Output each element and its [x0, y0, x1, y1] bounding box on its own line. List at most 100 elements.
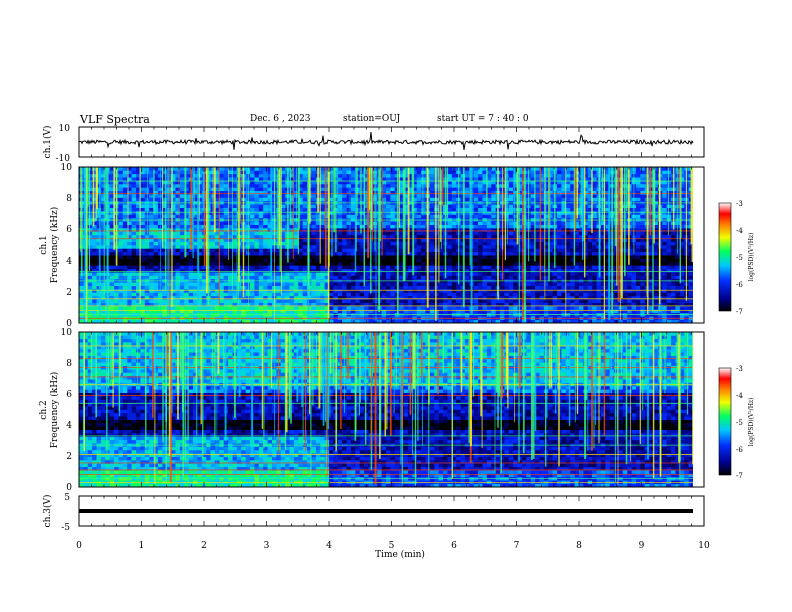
spectrogram-cell [311, 234, 317, 239]
spectrogram-cell [543, 221, 549, 225]
spectrogram-cell [250, 238, 255, 242]
spectrogram-cell [245, 295, 251, 300]
spectrogram-cell [631, 265, 637, 270]
spectrogram-cell [359, 268, 365, 273]
spectrogram-cell [87, 251, 93, 256]
spectrogram-cell [131, 268, 137, 273]
spectrogram-cell [289, 241, 295, 246]
spectrogram-cell [399, 234, 404, 239]
spectrogram-cell [298, 275, 303, 280]
spectrogram-cell [407, 228, 413, 232]
spectrogram-cell [412, 285, 417, 290]
spectrogram-cell [574, 272, 580, 276]
spectrogram-cell [666, 282, 672, 286]
spectrogram-cell [149, 302, 154, 307]
spectrogram-cell [513, 214, 518, 219]
spectrogram-cell [504, 295, 510, 300]
spectrogram-cell [482, 248, 488, 253]
spectrogram-cell [583, 299, 589, 303]
spectrogram-cell [513, 248, 518, 253]
spectrogram-cell [320, 207, 325, 212]
spectrogram-cell [640, 231, 646, 236]
spectrogram-cell [100, 309, 106, 314]
spectrogram-cell [403, 221, 409, 225]
spectrogram-cell [438, 248, 444, 253]
spectrogram-cell [583, 248, 589, 253]
spectrogram-cell [118, 299, 124, 303]
spectrogram-cell [618, 251, 624, 256]
spectrogram-cell [184, 265, 189, 270]
spectrogram-cell [478, 255, 483, 259]
spectrogram-cell [517, 207, 523, 212]
spectrogram-cell [649, 289, 654, 293]
spectrogram-cell [530, 258, 536, 263]
spectrogram-cell [153, 228, 159, 232]
spectrogram-cell [635, 282, 641, 286]
spectrogram-cell [416, 234, 422, 239]
spectrogram-cell [350, 319, 356, 324]
spectrogram-cell [127, 309, 132, 314]
spectrogram-cell [214, 292, 220, 297]
spectrogram-cell [583, 275, 589, 280]
spectrogram-cell [175, 211, 181, 215]
spectrogram-cell [438, 251, 444, 256]
spectrogram-cell [263, 238, 268, 242]
spectrogram-cell [464, 241, 470, 246]
spectrogram-cell [526, 282, 532, 286]
spectrogram-cell [162, 241, 168, 246]
spectrogram-cell [254, 289, 260, 293]
spectrogram-cell [508, 289, 514, 293]
spectrogram-cell [412, 255, 417, 259]
spectrogram-cell [307, 302, 312, 307]
spectrogram-cell [162, 228, 168, 232]
spectrogram-cell [346, 295, 352, 300]
spectrogram-cell [337, 228, 343, 232]
spectrogram-cell [666, 228, 672, 232]
spectrogram-cell [171, 245, 176, 249]
spectrogram-cell [241, 319, 246, 324]
spectrogram-cell [144, 265, 150, 270]
spectrogram-cell [337, 275, 343, 280]
spectrogram-cell [486, 221, 492, 225]
spectrogram-cell [443, 289, 448, 293]
spectrogram-cell [311, 238, 317, 242]
spectrogram-cell [583, 258, 589, 263]
spectrogram-cell [276, 258, 282, 263]
spectrogram-cell [583, 295, 589, 300]
spectrogram-cell [114, 282, 119, 286]
spectrogram-cell [583, 251, 589, 256]
spectrogram-cell [140, 207, 146, 212]
spectrogram-cell [666, 207, 672, 212]
spectrogram-cell [114, 268, 119, 273]
spectrogram-cell [136, 214, 141, 219]
spectrogram-cell [236, 306, 242, 310]
spectrogram-cell [508, 299, 514, 303]
spectrogram-cell [429, 204, 435, 208]
spectrogram-cell [184, 251, 189, 256]
spectrogram-cell [478, 221, 483, 225]
spectrogram-cell [578, 282, 584, 286]
spectrogram-cell [263, 295, 268, 300]
spectrogram-cell [578, 272, 584, 276]
spectrogram-cell [324, 292, 330, 297]
spectrogram-cell [162, 285, 168, 290]
spectrogram-cell [219, 272, 225, 276]
spectrogram-cell [653, 268, 659, 273]
spectrogram-cell [210, 245, 216, 249]
spectrogram-cell [96, 245, 102, 249]
spectrogram-cell [188, 295, 194, 300]
spectrogram-cell [315, 241, 321, 246]
spectrogram-cell [390, 255, 396, 259]
spectrogram-cell [79, 302, 84, 307]
spectrogram-cell [342, 224, 347, 229]
spectrogram-cell [333, 251, 339, 256]
spectrogram-cell [228, 258, 233, 263]
spectrogram-cell [443, 302, 448, 307]
spectrogram-cell [355, 272, 360, 276]
spectrogram-cell [605, 289, 610, 293]
spectrogram-cell [184, 255, 189, 259]
spectrogram-cell [557, 285, 562, 290]
spectrogram-cell [421, 228, 426, 232]
spectrogram-cell [201, 292, 207, 297]
spectrogram-cell [184, 282, 189, 286]
